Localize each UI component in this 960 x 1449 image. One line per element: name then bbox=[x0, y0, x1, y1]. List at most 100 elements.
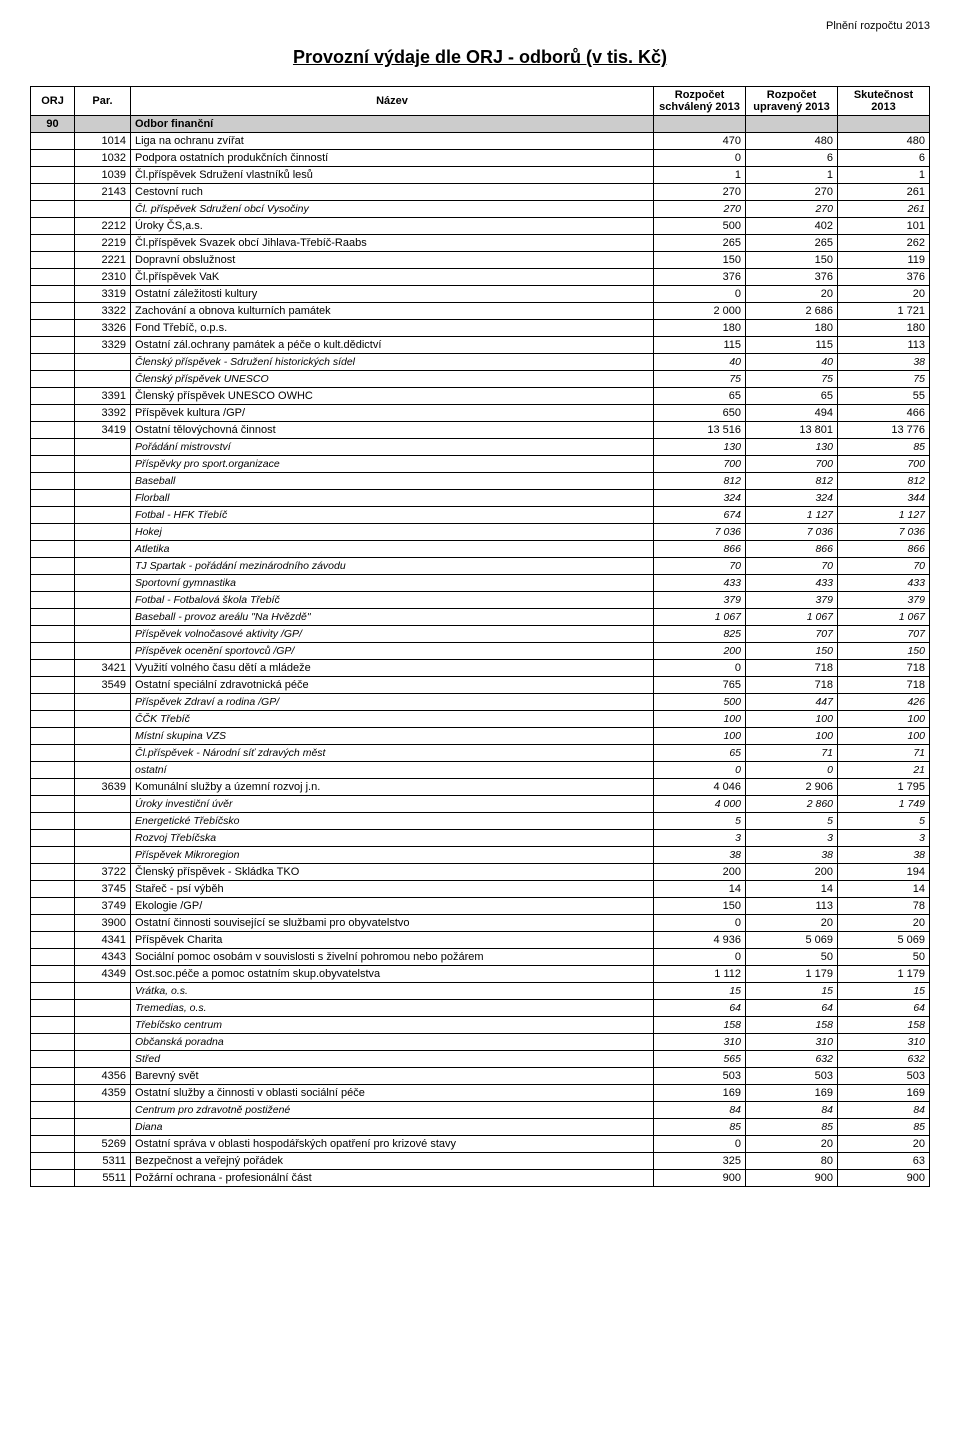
table-row: 3749Ekologie /GP/15011378 bbox=[31, 898, 930, 915]
cell-v3: 5 069 bbox=[838, 932, 930, 949]
cell-name: Ost.soc.péče a pomoc ostatním skup.obyva… bbox=[131, 966, 654, 983]
cell-name: Florball bbox=[131, 490, 654, 507]
cell-v1: 765 bbox=[654, 677, 746, 694]
table-row: 5511Požární ochrana - profesionální část… bbox=[31, 1170, 930, 1187]
cell-v1: 65 bbox=[654, 388, 746, 405]
cell-v3: 7 036 bbox=[838, 524, 930, 541]
cell-v3: 38 bbox=[838, 354, 930, 371]
cell-v3: 426 bbox=[838, 694, 930, 711]
table-row: Občanská poradna310310310 bbox=[31, 1034, 930, 1051]
cell-orj bbox=[31, 269, 75, 286]
cell-par: 3392 bbox=[75, 405, 131, 422]
cell-v2: 632 bbox=[746, 1051, 838, 1068]
cell-name: Baseball bbox=[131, 473, 654, 490]
cell-v1: 0 bbox=[654, 915, 746, 932]
cell-v1: 130 bbox=[654, 439, 746, 456]
cell-orj bbox=[31, 881, 75, 898]
cell-orj bbox=[31, 626, 75, 643]
table-row: Diana858585 bbox=[31, 1119, 930, 1136]
header-row: ORJ Par. Název Rozpočet schválený 2013 R… bbox=[31, 87, 930, 116]
cell-v2: 700 bbox=[746, 456, 838, 473]
page-title: Provozní výdaje dle ORJ - odborů (v tis.… bbox=[30, 47, 930, 68]
cell-orj bbox=[31, 456, 75, 473]
table-row: 3722Členský příspěvek - Skládka TKO20020… bbox=[31, 864, 930, 881]
cell-v2: 85 bbox=[746, 1119, 838, 1136]
cell-name: Sociální pomoc osobám v souvislosti s ži… bbox=[131, 949, 654, 966]
table-row: 3900Ostatní činnosti související se služ… bbox=[31, 915, 930, 932]
cell-v1: 40 bbox=[654, 354, 746, 371]
cell-orj bbox=[31, 1000, 75, 1017]
cell-orj bbox=[31, 337, 75, 354]
cell-name: Příspěvek Zdraví a rodina /GP/ bbox=[131, 694, 654, 711]
cell-v3: 1 bbox=[838, 167, 930, 184]
table-row: 5269Ostatní správa v oblasti hospodářský… bbox=[31, 1136, 930, 1153]
cell-par bbox=[75, 1017, 131, 1034]
cell-name: Energetické Třebíčsko bbox=[131, 813, 654, 830]
cell-name: Ostatní služby a činnosti v oblasti soci… bbox=[131, 1085, 654, 1102]
cell-orj bbox=[31, 949, 75, 966]
cell-v2: 402 bbox=[746, 218, 838, 235]
cell-v1: 500 bbox=[654, 218, 746, 235]
cell-orj bbox=[31, 201, 75, 218]
cell-par: 3722 bbox=[75, 864, 131, 881]
cell-par: 1039 bbox=[75, 167, 131, 184]
cell-v2: 75 bbox=[746, 371, 838, 388]
table-row: 4356Barevný svět503503503 bbox=[31, 1068, 930, 1085]
cell-name: Podpora ostatních produkčních činností bbox=[131, 150, 654, 167]
cell-par bbox=[75, 847, 131, 864]
cell-v3: 466 bbox=[838, 405, 930, 422]
cell-v2: 1 179 bbox=[746, 966, 838, 983]
cell-v1: 565 bbox=[654, 1051, 746, 1068]
cell-name: Čl.příspěvek VaK bbox=[131, 269, 654, 286]
table-row: Úroky investiční úvěr4 0002 8601 749 bbox=[31, 796, 930, 813]
cell-name: Dopravní obslužnost bbox=[131, 252, 654, 269]
cell-v1: 15 bbox=[654, 983, 746, 1000]
cell-v3: 158 bbox=[838, 1017, 930, 1034]
cell-v3: 55 bbox=[838, 388, 930, 405]
cell-v3: 261 bbox=[838, 184, 930, 201]
cell-name: Příspěvek kultura /GP/ bbox=[131, 405, 654, 422]
cell-orj bbox=[31, 643, 75, 660]
cell-v1: 900 bbox=[654, 1170, 746, 1187]
cell-v3: 718 bbox=[838, 660, 930, 677]
cell-v2: 718 bbox=[746, 660, 838, 677]
cell-par: 4343 bbox=[75, 949, 131, 966]
cell-v1: 0 bbox=[654, 150, 746, 167]
cell-v1: 200 bbox=[654, 643, 746, 660]
cell-v1: 14 bbox=[654, 881, 746, 898]
cell-v2: 113 bbox=[746, 898, 838, 915]
cell-name: Ostatní speciální zdravotnická péče bbox=[131, 677, 654, 694]
cell-name: Rozvoj Třebíčska bbox=[131, 830, 654, 847]
table-row: 3419Ostatní tělovýchovná činnost13 51613… bbox=[31, 422, 930, 439]
cell-name: Fond Třebíč, o.p.s. bbox=[131, 320, 654, 337]
table-row: Vrátka, o.s.151515 bbox=[31, 983, 930, 1000]
cell-par: 3329 bbox=[75, 337, 131, 354]
cell-name: ČČK Třebíč bbox=[131, 711, 654, 728]
cell-v2: 14 bbox=[746, 881, 838, 898]
table-row: Pořádání mistrovství13013085 bbox=[31, 439, 930, 456]
cell-name: Komunální služby a územní rozvoj j.n. bbox=[131, 779, 654, 796]
cell-name: Ostatní tělovýchovná činnost bbox=[131, 422, 654, 439]
cell-v2: 1 bbox=[746, 167, 838, 184]
table-body: 90Odbor finanční1014Liga na ochranu zvíř… bbox=[31, 116, 930, 1187]
cell-par: 4349 bbox=[75, 966, 131, 983]
cell-par: 5311 bbox=[75, 1153, 131, 1170]
cell-v3: 344 bbox=[838, 490, 930, 507]
cell-par: 5511 bbox=[75, 1170, 131, 1187]
cell-v1: 324 bbox=[654, 490, 746, 507]
cell-orj bbox=[31, 252, 75, 269]
cell-v2 bbox=[746, 116, 838, 133]
cell-v2: 13 801 bbox=[746, 422, 838, 439]
cell-orj bbox=[31, 677, 75, 694]
cell-name: Cestovní ruch bbox=[131, 184, 654, 201]
table-row: 4349Ost.soc.péče a pomoc ostatním skup.o… bbox=[31, 966, 930, 983]
cell-orj bbox=[31, 830, 75, 847]
cell-orj bbox=[31, 711, 75, 728]
cell-v2: 324 bbox=[746, 490, 838, 507]
table-row: 2143Cestovní ruch270270261 bbox=[31, 184, 930, 201]
cell-orj bbox=[31, 1017, 75, 1034]
cell-v2: 270 bbox=[746, 201, 838, 218]
cell-name: Tremedias, o.s. bbox=[131, 1000, 654, 1017]
table-row: Sportovní gymnastika433433433 bbox=[31, 575, 930, 592]
cell-name: Příspěvek Charita bbox=[131, 932, 654, 949]
